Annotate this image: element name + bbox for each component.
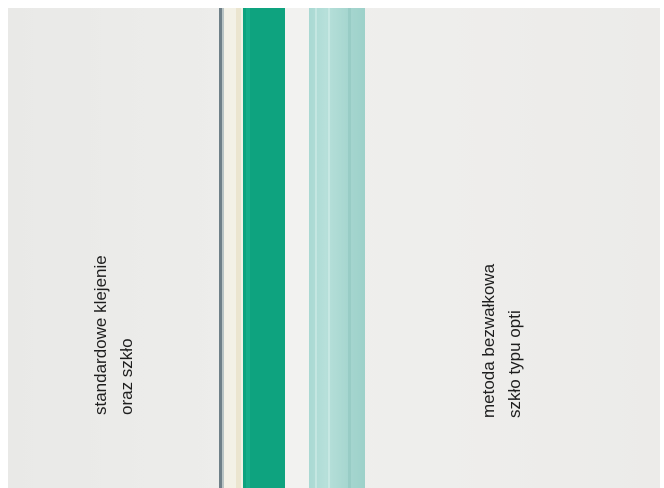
left-label-line: standardowe klejenie [91,255,110,415]
right-label-line: metoda bezwałkowa [479,263,498,418]
right-label-line: szkło typu opti [505,310,524,418]
glass-edges [219,8,365,488]
left-label-line: oraz szkło [117,338,136,415]
